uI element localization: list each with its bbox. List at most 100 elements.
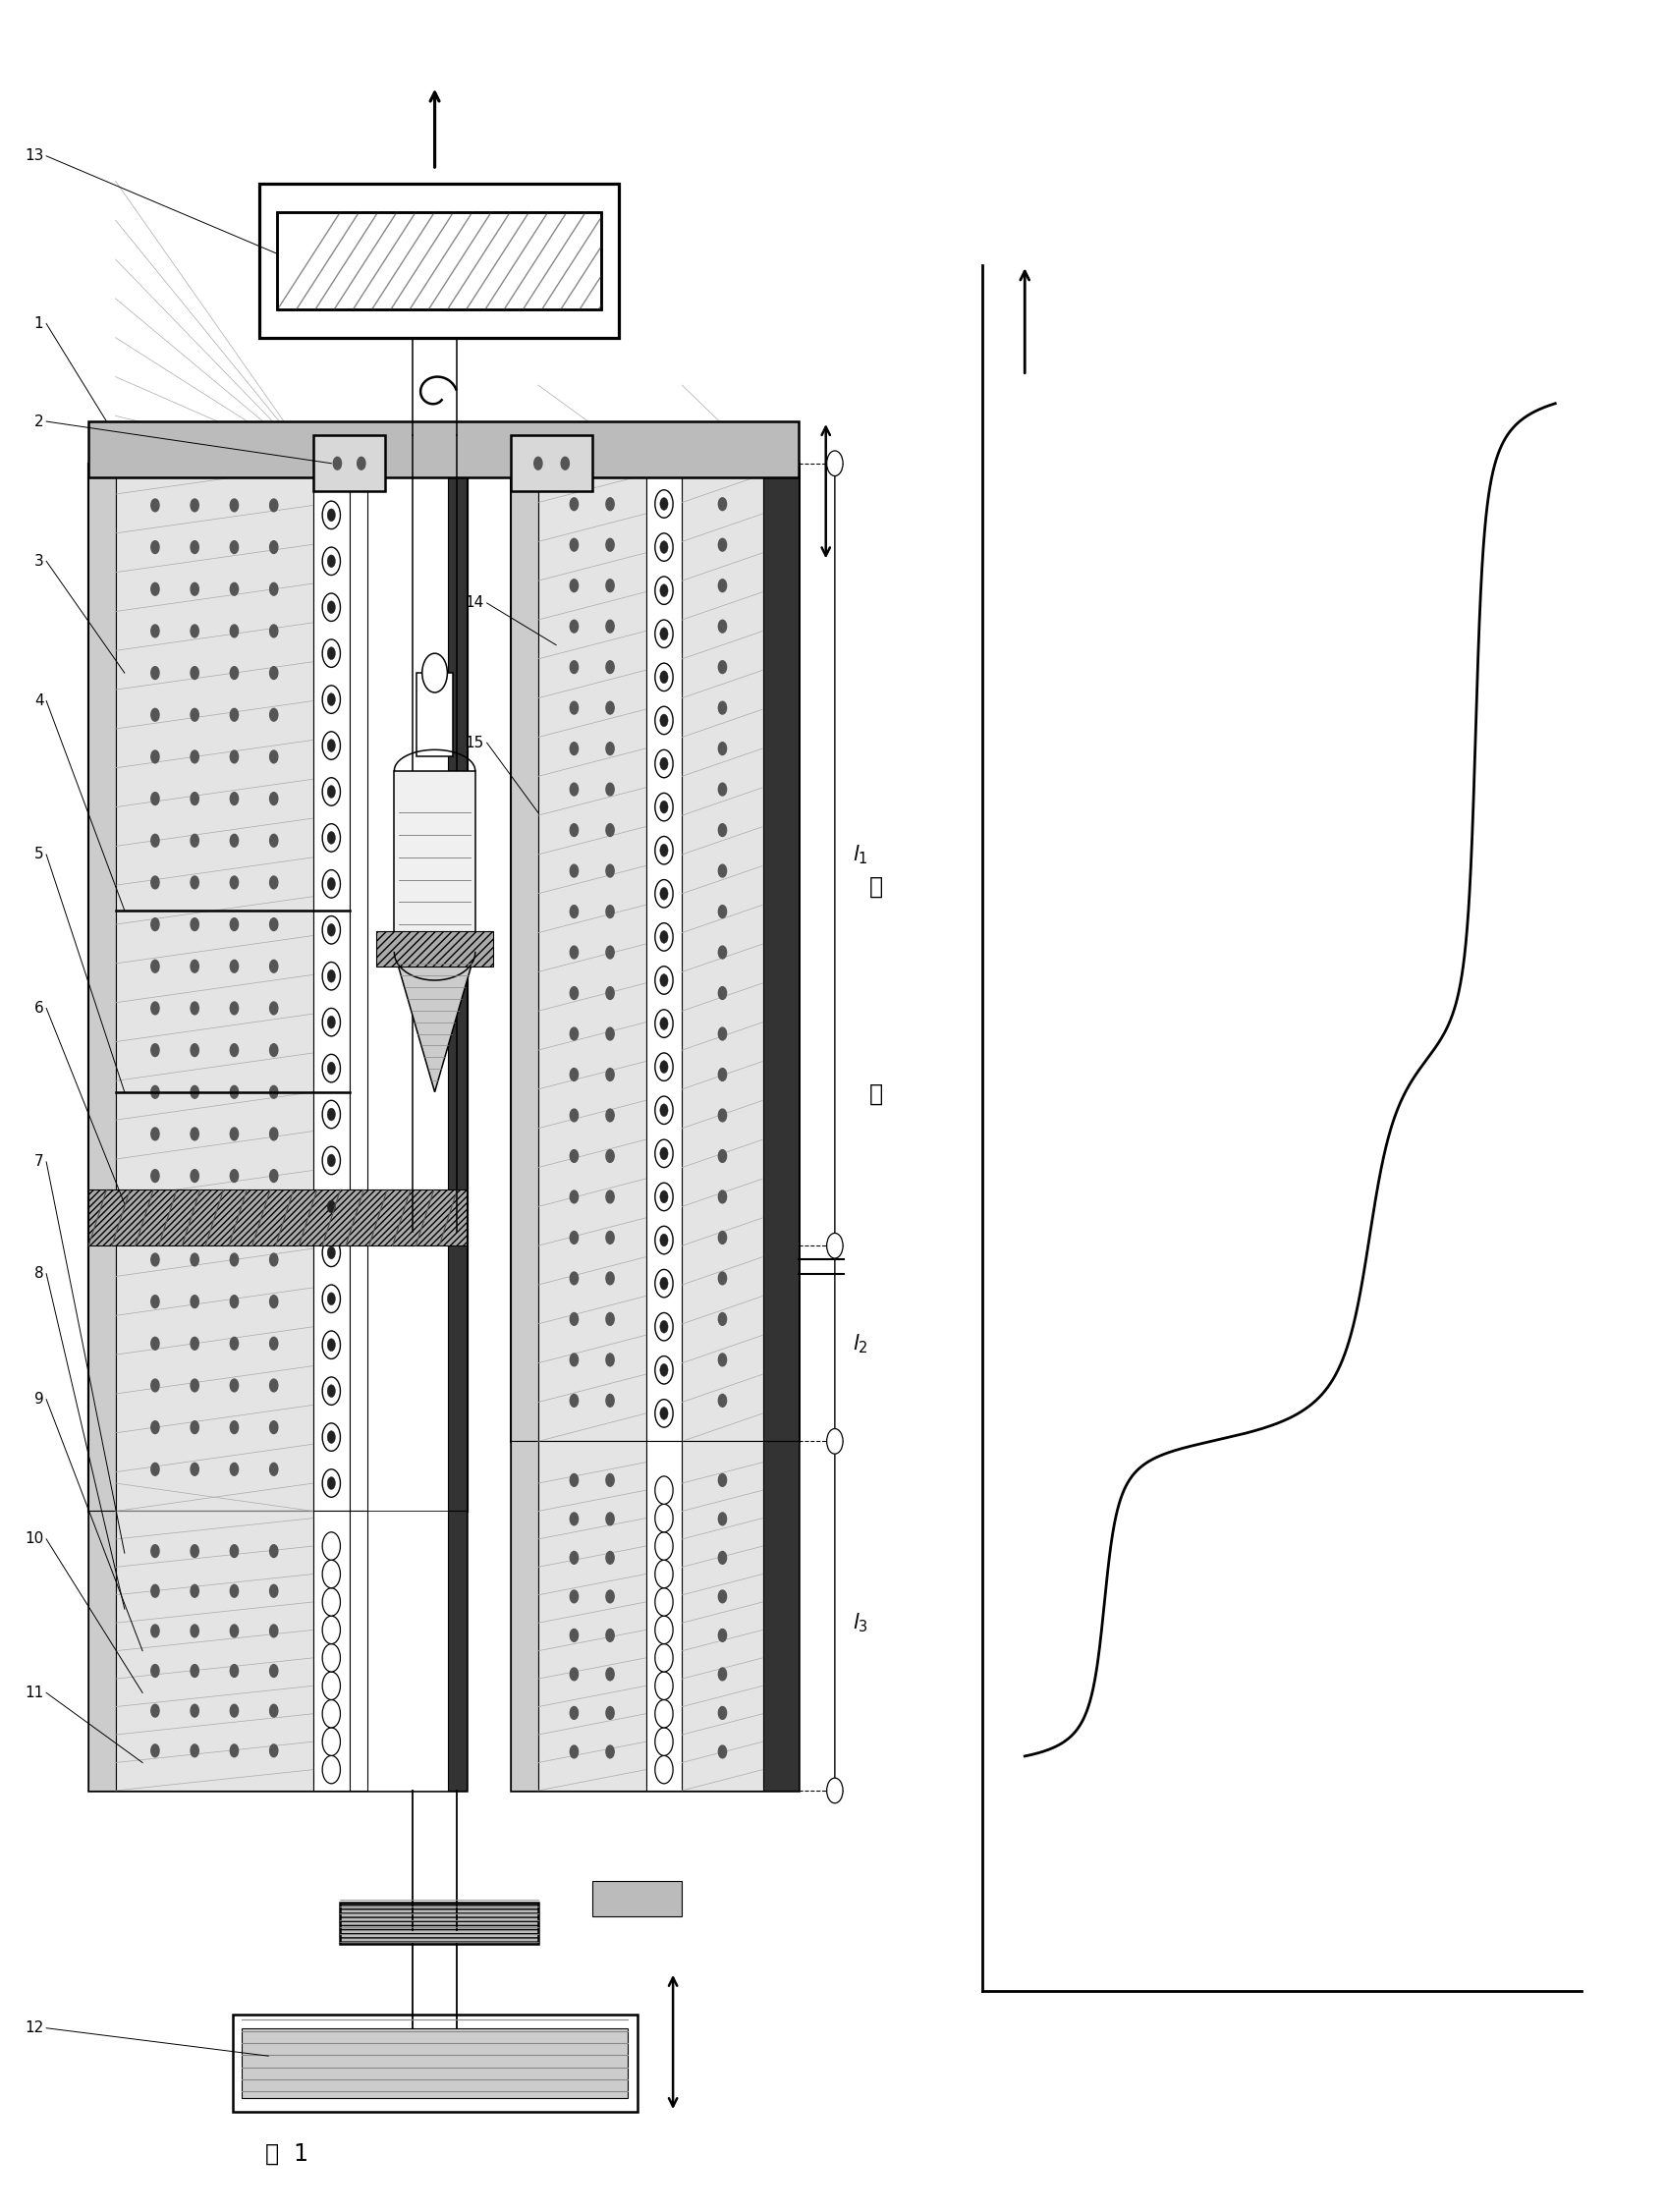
- Bar: [376, 931, 493, 967]
- Circle shape: [654, 1053, 673, 1082]
- Circle shape: [270, 1212, 278, 1223]
- Circle shape: [270, 960, 278, 973]
- Circle shape: [270, 1296, 278, 1307]
- Circle shape: [569, 743, 578, 754]
- Circle shape: [323, 1055, 340, 1082]
- Circle shape: [270, 1705, 278, 1717]
- Circle shape: [659, 1148, 668, 1159]
- Circle shape: [270, 582, 278, 595]
- Circle shape: [606, 1312, 614, 1325]
- Circle shape: [323, 1699, 340, 1728]
- Circle shape: [190, 1212, 198, 1223]
- Circle shape: [152, 792, 160, 805]
- Circle shape: [230, 666, 238, 679]
- Circle shape: [230, 1170, 238, 1181]
- Text: 3: 3: [33, 553, 43, 568]
- Circle shape: [323, 962, 340, 991]
- Circle shape: [230, 582, 238, 595]
- Circle shape: [718, 580, 726, 593]
- Bar: [683, 462, 763, 1442]
- Circle shape: [569, 1354, 578, 1367]
- Circle shape: [270, 1378, 278, 1391]
- Circle shape: [270, 1745, 278, 1756]
- Circle shape: [152, 1002, 160, 1015]
- Circle shape: [230, 1044, 238, 1057]
- Bar: [593, 1882, 683, 1916]
- Bar: [340, 1902, 538, 1944]
- Circle shape: [606, 1150, 614, 1161]
- Circle shape: [152, 708, 160, 721]
- Bar: [368, 462, 448, 1511]
- Text: 极: 极: [869, 874, 882, 898]
- Circle shape: [654, 1270, 673, 1298]
- Circle shape: [569, 1394, 578, 1407]
- Circle shape: [230, 1462, 238, 1475]
- Circle shape: [718, 1190, 726, 1203]
- Circle shape: [190, 1128, 198, 1139]
- Circle shape: [606, 1551, 614, 1564]
- Circle shape: [569, 1029, 578, 1040]
- Circle shape: [606, 1354, 614, 1367]
- Circle shape: [659, 1104, 668, 1117]
- Bar: [511, 462, 799, 1442]
- Bar: [260, 184, 619, 338]
- Circle shape: [659, 801, 668, 814]
- Circle shape: [323, 1378, 340, 1405]
- Bar: [511, 462, 538, 1442]
- Text: 12: 12: [25, 2022, 43, 2035]
- Circle shape: [569, 1551, 578, 1564]
- Bar: [313, 462, 350, 1511]
- Circle shape: [230, 1745, 238, 1756]
- Circle shape: [654, 664, 673, 690]
- Circle shape: [606, 1108, 614, 1121]
- Circle shape: [606, 1232, 614, 1243]
- Text: 13: 13: [25, 148, 43, 164]
- Circle shape: [152, 666, 160, 679]
- Circle shape: [718, 1150, 726, 1161]
- Circle shape: [328, 509, 335, 522]
- Circle shape: [659, 1276, 668, 1290]
- Bar: [115, 462, 313, 1511]
- Circle shape: [718, 987, 726, 1000]
- Circle shape: [718, 1590, 726, 1604]
- Circle shape: [328, 1155, 335, 1166]
- Circle shape: [718, 1108, 726, 1121]
- Circle shape: [190, 1544, 198, 1557]
- Circle shape: [569, 865, 578, 878]
- Circle shape: [659, 584, 668, 597]
- Circle shape: [606, 1272, 614, 1285]
- Circle shape: [190, 1338, 198, 1349]
- Circle shape: [569, 1068, 578, 1082]
- Bar: [88, 1511, 466, 1790]
- Circle shape: [606, 1590, 614, 1604]
- Circle shape: [569, 1513, 578, 1526]
- Circle shape: [328, 1201, 335, 1212]
- Circle shape: [718, 619, 726, 633]
- Circle shape: [328, 1108, 335, 1121]
- Circle shape: [654, 1699, 673, 1728]
- Circle shape: [152, 1044, 160, 1057]
- Circle shape: [718, 1354, 726, 1367]
- Circle shape: [654, 922, 673, 951]
- Circle shape: [659, 973, 668, 987]
- Circle shape: [323, 1672, 340, 1699]
- Circle shape: [654, 880, 673, 907]
- Circle shape: [323, 1285, 340, 1312]
- Circle shape: [230, 1420, 238, 1433]
- Circle shape: [654, 1097, 673, 1124]
- Bar: [646, 462, 683, 1442]
- Circle shape: [659, 1407, 668, 1420]
- Circle shape: [323, 546, 340, 575]
- Circle shape: [152, 1745, 160, 1756]
- Circle shape: [659, 1321, 668, 1334]
- Circle shape: [569, 1108, 578, 1121]
- Circle shape: [828, 1778, 842, 1803]
- Bar: [683, 462, 763, 1442]
- Circle shape: [230, 542, 238, 553]
- Bar: [416, 672, 453, 757]
- Circle shape: [659, 628, 668, 639]
- Circle shape: [569, 1473, 578, 1486]
- Circle shape: [606, 1473, 614, 1486]
- Circle shape: [606, 987, 614, 1000]
- Circle shape: [654, 750, 673, 779]
